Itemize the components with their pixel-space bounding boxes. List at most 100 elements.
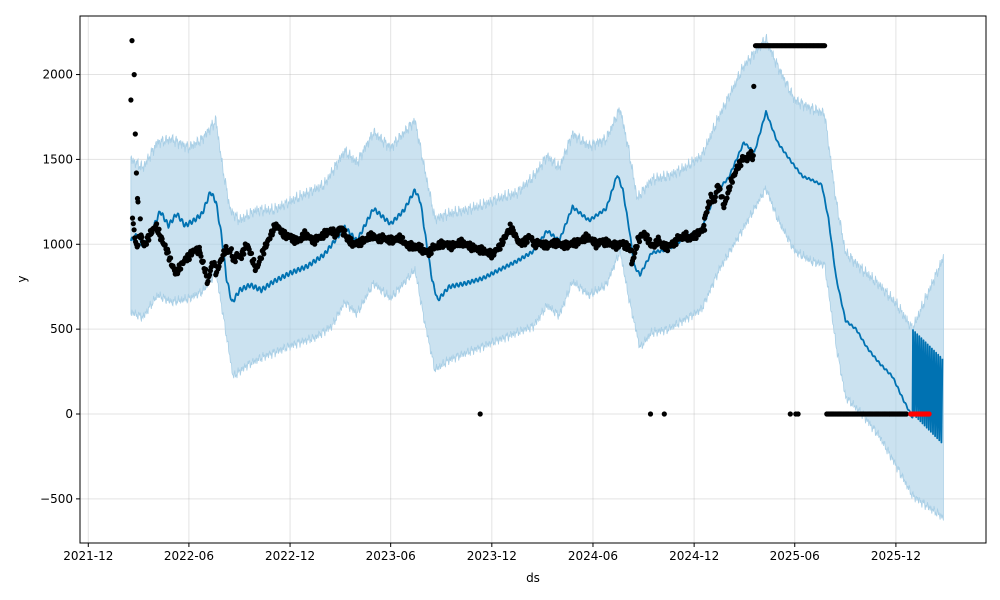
y-tick-label: 500 (50, 322, 73, 336)
observed-point (712, 198, 718, 204)
observed-point (400, 234, 406, 241)
observed-point (342, 227, 348, 233)
y-tick-label: −500 (40, 492, 73, 506)
observed-point (168, 255, 174, 261)
observed-point (133, 170, 139, 176)
observed-point (129, 215, 136, 221)
plot-frame (79, 15, 987, 544)
y-tick-label: 2000 (42, 68, 73, 82)
observed-point (750, 153, 756, 159)
observed-point (661, 411, 667, 417)
observed-point (719, 194, 726, 200)
observed-point (203, 266, 209, 272)
observed-point (238, 255, 245, 262)
observed-point (636, 239, 643, 245)
x-tick-label: 2021-12 (63, 549, 113, 563)
observed-point (131, 72, 137, 78)
observed-point (787, 411, 793, 417)
x-tick-label: 2025-06 (770, 549, 820, 563)
observed-point (159, 236, 165, 242)
y-tick-label: 1500 (42, 152, 73, 166)
observed-point (130, 221, 136, 227)
observed-point (748, 148, 754, 154)
observed-point (139, 234, 145, 240)
observed-point (634, 243, 640, 250)
x-axis: 2021-12 2022-06 2022-12 2023-06 2023-12 2024-… (63, 543, 921, 563)
x-tick-label: 2024-12 (669, 549, 719, 563)
observed-point (524, 239, 530, 245)
observed-point (216, 263, 222, 270)
observed-point (132, 235, 138, 241)
observed-point (665, 248, 671, 254)
observed-points (128, 38, 910, 417)
observed-point (704, 209, 710, 215)
observed-point (232, 259, 238, 265)
forecast-line (130, 110, 944, 444)
x-tick-label: 2025-12 (871, 549, 921, 563)
observed-point (129, 38, 135, 44)
highlighted-points (908, 411, 932, 417)
observed-point (261, 251, 267, 257)
observed-point (683, 229, 689, 235)
observed-point (186, 256, 192, 263)
observed-point (673, 241, 679, 248)
observed-point (717, 186, 723, 192)
observed-point (205, 278, 211, 284)
observed-point (721, 205, 727, 211)
observed-point (146, 237, 152, 243)
observed-point (701, 222, 707, 228)
observed-point (749, 157, 756, 163)
observed-point (751, 83, 757, 89)
observed-point (903, 411, 910, 417)
observed-point (248, 250, 255, 256)
observed-point (207, 272, 213, 278)
observed-point (795, 411, 801, 417)
observed-point (135, 199, 141, 205)
observed-point (178, 266, 184, 272)
observed-point (632, 250, 638, 256)
observed-point (154, 221, 160, 227)
observed-point (162, 242, 168, 248)
observed-point (724, 195, 730, 201)
observed-point (228, 246, 234, 252)
x-tick-label: 2023-06 (366, 549, 416, 563)
observed-point (137, 216, 143, 222)
observed-point (647, 236, 653, 242)
observed-point (712, 194, 719, 200)
observed-point (729, 179, 736, 185)
highlighted-point (926, 411, 932, 417)
y-axis: −500 0 500 1000 1500 2000 (40, 68, 80, 506)
observed-point (200, 258, 206, 264)
observed-point (219, 256, 225, 262)
observed-point (477, 411, 483, 417)
observed-point (198, 253, 204, 259)
observed-point (143, 241, 150, 247)
observed-point (644, 232, 650, 238)
observed-point (128, 97, 134, 103)
observed-point (258, 255, 265, 261)
observed-point (156, 226, 162, 232)
observed-point (428, 250, 434, 257)
y-axis-title: y (15, 275, 29, 282)
observed-point (631, 255, 637, 261)
x-tick-label: 2023-12 (467, 549, 517, 563)
x-tick-label: 2022-12 (265, 549, 315, 563)
observed-point (702, 227, 708, 233)
observed-point (241, 251, 247, 257)
observed-point (132, 131, 138, 137)
observed-point (647, 411, 654, 417)
observed-point (267, 236, 273, 242)
observed-point (497, 246, 503, 252)
forecast-line-path (130, 110, 944, 444)
observed-point (165, 249, 171, 255)
observed-point (135, 242, 141, 248)
observed-point (251, 256, 257, 263)
x-tick-label: 2024-06 (568, 549, 618, 563)
observed-point (822, 43, 828, 49)
y-tick-label: 0 (65, 407, 73, 421)
observed-point (312, 241, 318, 247)
observed-point (131, 227, 137, 233)
x-axis-title: ds (526, 571, 540, 585)
observed-point (738, 163, 744, 169)
observed-point (500, 239, 506, 245)
